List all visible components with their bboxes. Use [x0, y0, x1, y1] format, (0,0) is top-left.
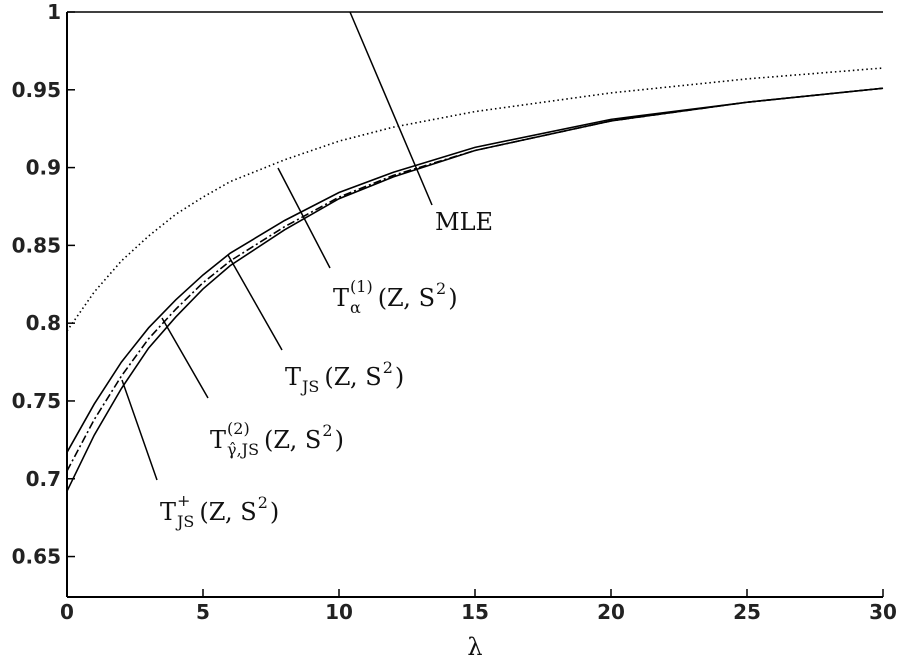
x-axis-label: λ [467, 633, 482, 661]
series-line [66, 67, 884, 332]
y-tick-label: 0.9 [26, 156, 61, 180]
annotation: T [333, 284, 349, 312]
x-tick-label: 20 [597, 600, 625, 624]
annotation-args-sup: 2 [383, 358, 393, 377]
annotation-sub: α [350, 298, 361, 317]
leader-line [349, 11, 433, 206]
x-tick-label: 25 [733, 600, 761, 624]
y-tick-label: 0.95 [12, 78, 61, 102]
leader-line [161, 317, 209, 399]
x-tick-label: 15 [461, 600, 489, 624]
annotation-args-sup: 2 [436, 279, 446, 298]
annotation-sub: JS [300, 377, 319, 396]
annotation: T [210, 426, 226, 454]
annotation: T [160, 498, 176, 526]
leader-line [277, 167, 331, 269]
annotation-args: (Z, S [199, 498, 256, 526]
annotation-sub: JS [175, 512, 194, 531]
annotation-sup: + [177, 491, 190, 510]
y-tick-label: 0.85 [12, 233, 61, 257]
x-tick-label: 0 [60, 600, 74, 624]
annotation-sup: (2) [227, 419, 250, 438]
annotation-close: ) [395, 363, 404, 391]
annotation-args: (Z, S [378, 284, 435, 312]
x-tick-label: 10 [325, 600, 353, 624]
annotation-args: (Z, S [264, 426, 321, 454]
leader-line [227, 254, 283, 351]
series-line [66, 87, 884, 492]
annotation: MLE [435, 208, 493, 236]
annotation-close: ) [335, 426, 344, 454]
annotation-close: ) [270, 498, 279, 526]
annotation-sup: (1) [350, 277, 373, 296]
annotation-args-sup: 2 [322, 421, 332, 440]
x-tick-label: 30 [869, 600, 897, 624]
annotation: T [285, 363, 301, 391]
x-tick-label: 5 [196, 600, 210, 624]
series-line [66, 87, 884, 453]
y-tick-label: 1 [47, 0, 61, 24]
annotation-args-sup: 2 [258, 493, 268, 512]
y-tick-label: 0.8 [26, 311, 61, 335]
leader-line [121, 379, 158, 481]
series-line [66, 87, 884, 472]
annotation-close: ) [448, 284, 457, 312]
annotation-args: (Z, S [324, 363, 381, 391]
y-tick-label: 0.7 [26, 467, 61, 491]
y-tick-label: 0.65 [12, 545, 61, 569]
y-tick-label: 0.75 [12, 389, 61, 413]
annotation-sub: γ̂,JS [227, 440, 259, 459]
